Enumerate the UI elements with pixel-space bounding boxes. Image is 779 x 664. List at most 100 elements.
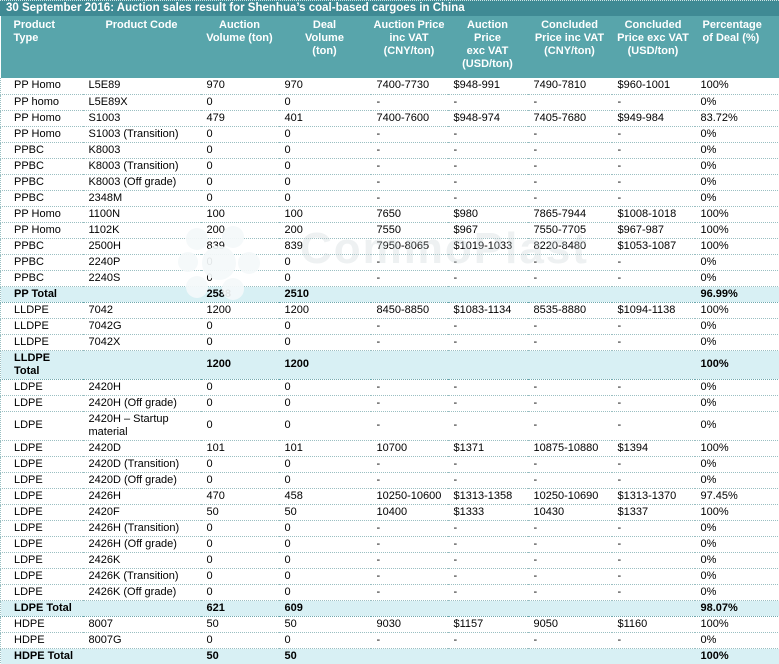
cell-concluded-price-cny: - xyxy=(527,190,612,207)
cell-deal-percentage: 0% xyxy=(694,584,779,601)
cell-product-type: LDPE xyxy=(0,440,83,457)
table-row: LDPE 2426H (Transition) 0 0- - - -0% xyxy=(0,520,779,537)
cell-product-type: LDPE xyxy=(0,379,83,396)
cell-product-code: 2426H xyxy=(82,488,201,505)
cell-deal-percentage: 100% xyxy=(694,238,779,255)
cell-concluded-price-cny: - xyxy=(527,270,612,287)
cell-product-type: LDPE Total xyxy=(0,600,83,617)
cell-deal-percentage: 0% xyxy=(694,142,779,159)
cell-auction-price-cny: - xyxy=(370,334,448,351)
cell-concluded-price-usd: - xyxy=(611,190,695,207)
cell-auction-volume: 0 xyxy=(200,632,279,649)
table-row: LDPE 2420H – Startup material 0 0- - - -0% xyxy=(0,411,779,441)
cell-auction-price-usd: $1333 xyxy=(447,504,528,521)
cell-auction-price-usd: - xyxy=(447,632,528,649)
cell-concluded-price-cny: 10250-10690 xyxy=(527,488,612,505)
cell-product-type: LDPE xyxy=(0,584,83,601)
cell-concluded-price-cny: - xyxy=(527,584,612,601)
cell-concluded-price-usd: - xyxy=(611,552,695,569)
cell-deal-percentage: 96.99% xyxy=(694,286,779,303)
cell-auction-price-cny: 10400 xyxy=(370,504,448,521)
cell-product-code: K8003 xyxy=(82,142,201,159)
cell-deal-percentage: 97.45% xyxy=(694,488,779,505)
cell-product-code: 7042 xyxy=(82,302,201,319)
cell-product-code: 2420H xyxy=(82,379,201,396)
total-row: PP Total 2588 2510 96.99% xyxy=(0,286,779,303)
cell-auction-price-cny xyxy=(370,350,448,380)
cell-auction-price-cny: - xyxy=(370,142,448,159)
cell-concluded-price-usd: $960-1001 xyxy=(611,78,695,95)
cell-auction-price-usd: $967 xyxy=(447,222,528,239)
cell-auction-volume: 100 xyxy=(200,206,279,223)
cell-product-code xyxy=(82,350,201,380)
cell-concluded-price-cny: 9050 xyxy=(527,616,612,633)
column-header-auction-volume: Auction Volume (ton) xyxy=(200,16,279,78)
cell-product-type: PP Total xyxy=(0,286,83,303)
cell-deal-percentage: 0% xyxy=(694,174,779,191)
cell-auction-price-usd: $1157 xyxy=(447,616,528,633)
cell-deal-volume: 100 xyxy=(278,206,371,223)
cell-auction-price-cny: - xyxy=(370,318,448,335)
cell-concluded-price-cny: - xyxy=(527,94,612,111)
cell-product-type: PP homo xyxy=(0,94,83,111)
cell-deal-volume: 970 xyxy=(278,78,371,95)
cell-product-type: LDPE xyxy=(0,568,83,585)
cell-deal-volume: 0 xyxy=(278,318,371,335)
cell-concluded-price-usd: $1337 xyxy=(611,504,695,521)
cell-concluded-price-usd: $1313-1370 xyxy=(611,488,695,505)
cell-deal-volume: 0 xyxy=(278,94,371,111)
cell-deal-volume: 0 xyxy=(278,142,371,159)
column-header-product-type: Product Type xyxy=(0,16,83,78)
cell-product-type: LDPE xyxy=(0,472,83,489)
cell-concluded-price-usd: - xyxy=(611,536,695,553)
cell-deal-percentage: 0% xyxy=(694,190,779,207)
cell-deal-percentage: 0% xyxy=(694,94,779,111)
total-row: LDPE Total 621 609 98.07% xyxy=(0,600,779,617)
cell-deal-volume: 0 xyxy=(278,334,371,351)
cell-deal-volume: 0 xyxy=(278,472,371,489)
cell-auction-price-cny: - xyxy=(370,568,448,585)
cell-deal-percentage: 0% xyxy=(694,158,779,175)
cell-auction-price-cny xyxy=(370,648,448,664)
cell-auction-price-usd: $980 xyxy=(447,206,528,223)
table-row: PPBC 2240P 0 0- - - -0% xyxy=(0,254,779,271)
cell-auction-volume: 1200 xyxy=(200,350,279,380)
cell-concluded-price-usd xyxy=(611,350,695,380)
cell-product-type: LLDPE xyxy=(0,318,83,335)
cell-concluded-price-usd: - xyxy=(611,568,695,585)
cell-auction-price-usd: - xyxy=(447,126,528,143)
cell-auction-price-cny: 7400-7600 xyxy=(370,110,448,127)
cell-deal-percentage: 0% xyxy=(694,395,779,412)
table-row: PPBC K8003 (Off grade) 0 0- - - -0% xyxy=(0,174,779,191)
table-header: Product Type Product Code Auction Volume… xyxy=(0,16,779,78)
cell-deal-volume: 0 xyxy=(278,379,371,396)
cell-auction-price-usd xyxy=(447,648,528,664)
cell-product-code: K8003 (Transition) xyxy=(82,158,201,175)
cell-auction-price-usd: $1019-1033 xyxy=(447,238,528,255)
cell-auction-price-usd: - xyxy=(447,552,528,569)
cell-concluded-price-cny: 7405-7680 xyxy=(527,110,612,127)
cell-deal-percentage: 100% xyxy=(694,222,779,239)
cell-auction-price-cny: - xyxy=(370,520,448,537)
cell-auction-price-cny: - xyxy=(370,536,448,553)
cell-auction-volume: 50 xyxy=(200,616,279,633)
cell-concluded-price-usd: - xyxy=(611,472,695,489)
table-row: LDPE 2426H 470 458 10250-10600 $1313-1358 1025… xyxy=(0,488,779,505)
cell-deal-percentage: 0% xyxy=(694,456,779,473)
cell-product-code: S1003 (Transition) xyxy=(82,126,201,143)
cell-product-code: 2348M xyxy=(82,190,201,207)
cell-product-code xyxy=(82,648,201,664)
column-header-deal-volume: Deal Volume (ton) xyxy=(278,16,371,78)
cell-auction-volume: 0 xyxy=(200,411,279,441)
cell-concluded-price-usd: - xyxy=(611,94,695,111)
cell-deal-percentage: 100% xyxy=(694,302,779,319)
cell-auction-price-usd: $1083-1134 xyxy=(447,302,528,319)
table-row: HDPE 8007 50 50 9030 $1157 9050 $1160 100% xyxy=(0,616,779,633)
cell-deal-percentage: 0% xyxy=(694,254,779,271)
cell-concluded-price-cny: 8535-8880 xyxy=(527,302,612,319)
cell-deal-percentage: 100% xyxy=(694,504,779,521)
cell-auction-price-cny: - xyxy=(370,174,448,191)
cell-auction-volume: 0 xyxy=(200,552,279,569)
cell-auction-volume: 0 xyxy=(200,520,279,537)
